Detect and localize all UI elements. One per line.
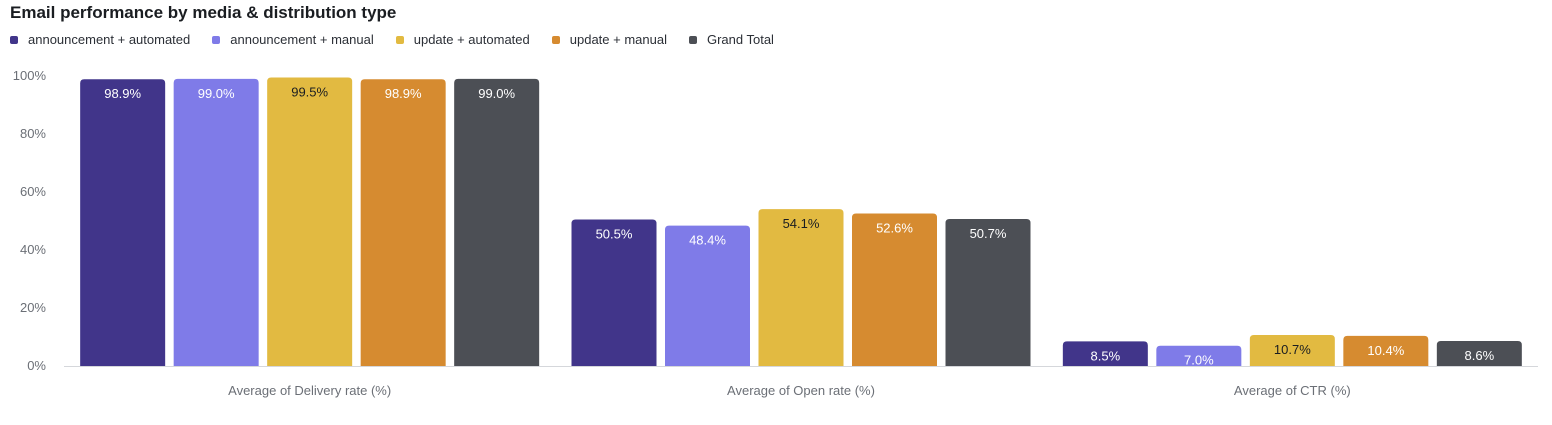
bar-grand-total-3[interactable]: [1436, 341, 1522, 366]
y-tick-label: 20%: [20, 300, 46, 315]
legend-label: Grand Total: [706, 32, 774, 47]
legend-item-grand-total[interactable]: Grand Total: [688, 32, 774, 47]
y-tick-label: 40%: [20, 242, 46, 257]
y-tick-label: 0%: [27, 358, 46, 373]
bar-announcement-manual-3[interactable]: [1156, 345, 1242, 366]
bar-announcement-manual-2[interactable]: [665, 225, 750, 366]
data-label: 98.9%: [385, 86, 422, 101]
legend-swatch: [551, 35, 560, 44]
bar-grand-total-1[interactable]: [454, 78, 540, 367]
data-label: 48.4%: [689, 233, 726, 248]
legend-label: update + manual: [569, 32, 667, 47]
bar-update-manual-3[interactable]: [1343, 335, 1429, 366]
legend-item-announcement-automated[interactable]: announcement + automated: [10, 32, 190, 47]
bar-update-manual-2[interactable]: [852, 213, 937, 366]
category-label: Average of CTR (%): [1234, 383, 1351, 398]
data-label: 8.5%: [1091, 348, 1121, 363]
legend-item-announcement-manual[interactable]: announcement + manual: [212, 32, 374, 47]
legend-item-update-manual[interactable]: update + manual: [551, 32, 667, 47]
category-label: Average of Open rate (%): [727, 383, 875, 398]
data-label: 50.7%: [970, 226, 1007, 241]
bar-announcement-automated-1[interactable]: [80, 79, 166, 366]
y-tick-label: 100%: [13, 68, 47, 83]
legend-label: announcement + manual: [230, 32, 374, 47]
data-label: 99.5%: [291, 84, 328, 99]
legend: announcement + automated announcement + …: [10, 32, 796, 47]
bar-announcement-automated-3[interactable]: [1062, 341, 1148, 366]
legend-swatch: [688, 35, 697, 44]
bar-update-automated-2[interactable]: [758, 209, 844, 366]
data-label: 8.6%: [1465, 348, 1495, 363]
data-label: 54.1%: [783, 216, 820, 231]
data-label: 99.0%: [478, 86, 515, 101]
legend-label: update + automated: [413, 32, 530, 47]
legend-swatch: [212, 35, 221, 44]
bar-update-manual-1[interactable]: [360, 79, 446, 366]
data-label: 99.0%: [198, 86, 235, 101]
bar-announcement-manual-1[interactable]: [173, 78, 259, 367]
chart-title: Email performance by media & distributio…: [10, 3, 397, 22]
y-tick-label: 60%: [20, 184, 46, 199]
bar-grand-total-2[interactable]: [945, 218, 1031, 366]
data-label: 7.0%: [1184, 353, 1214, 368]
legend-label: announcement + automated: [28, 32, 191, 47]
bar-update-automated-3[interactable]: [1249, 334, 1335, 366]
category-label: Average of Delivery rate (%): [228, 383, 391, 398]
data-label: 10.4%: [1367, 343, 1404, 358]
legend-swatch: [395, 35, 404, 44]
bar-announcement-automated-2[interactable]: [571, 219, 657, 366]
y-tick-label: 80%: [20, 126, 46, 141]
data-label: 98.9%: [104, 86, 141, 101]
data-label: 10.7%: [1274, 342, 1311, 357]
bar-update-automated-1[interactable]: [267, 77, 353, 366]
data-label: 52.6%: [876, 220, 913, 235]
legend-swatch: [10, 35, 18, 44]
legend-item-update-automated[interactable]: update + automated: [395, 32, 530, 47]
data-label: 50.5%: [596, 227, 633, 242]
